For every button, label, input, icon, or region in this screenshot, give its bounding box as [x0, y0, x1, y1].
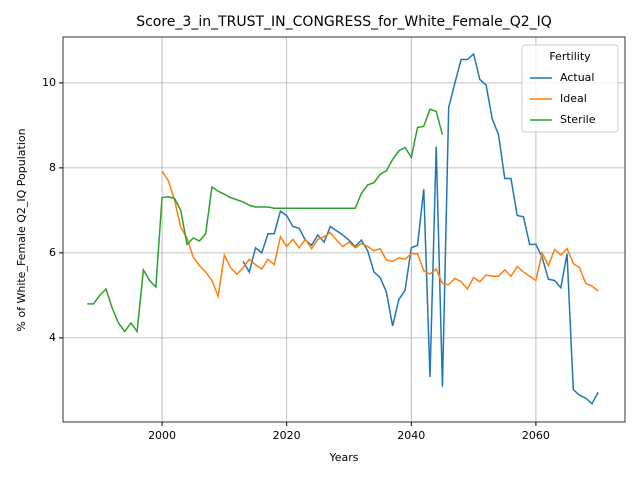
y-tick-label: 10: [42, 76, 56, 89]
legend-label: Ideal: [560, 92, 587, 105]
y-tick-label: 4: [49, 331, 56, 344]
x-tick-label: 2060: [522, 429, 550, 442]
x-tick-label: 2040: [397, 429, 425, 442]
line: [87, 108, 444, 334]
legend-label: Actual: [560, 71, 594, 84]
x-axis-label: Years: [328, 451, 358, 464]
x-tick-label: 2000: [148, 429, 176, 442]
line: [242, 52, 599, 405]
legend-title: Fertility: [549, 50, 591, 63]
legend-box: [521, 44, 619, 133]
legend-label: Sterile: [560, 113, 596, 126]
y-tick-label: 6: [49, 246, 56, 259]
x-tick-label: 2020: [273, 429, 301, 442]
y-axis-label: % of White_Female Q2_IQ Population: [15, 128, 28, 331]
line: [161, 170, 599, 300]
chart-title: Score_3_in_TRUST_IN_CONGRESS_for_White_F…: [136, 14, 552, 30]
plot-frame: [62, 36, 626, 423]
y-tick-label: 8: [49, 161, 56, 174]
